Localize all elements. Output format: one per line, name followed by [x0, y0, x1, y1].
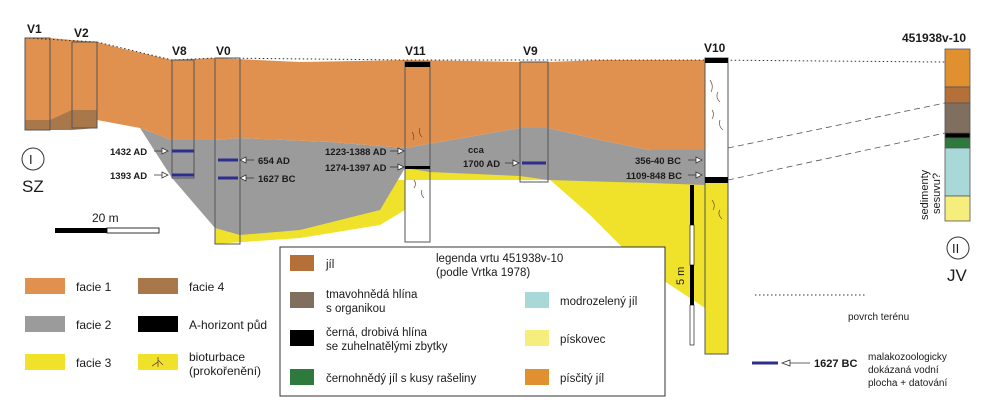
borehole-v0	[214, 57, 241, 245]
legend-ahorizon-label: A-horizont půd	[189, 318, 267, 332]
date-v10-lower: 1109-848 BC	[626, 171, 682, 182]
legend-ahorizon-swatch	[138, 316, 178, 332]
vertical-scale	[689, 185, 695, 346]
legend-box-title1: legenda vrtu 451938v-10	[436, 253, 563, 265]
legend-piskovec-swatch	[525, 330, 549, 346]
legend-piscity-label: písčitý jíl	[560, 373, 604, 385]
point-left-marker	[21, 147, 45, 171]
date-v10-upper: 356-40 BC	[635, 156, 681, 167]
facie2-fill	[140, 128, 705, 235]
surface-legend-label: povrch terénu	[848, 312, 909, 323]
facie1-fill	[25, 38, 705, 150]
mollusc-legend-arrow	[780, 359, 810, 367]
legend-tmav1-label: tmavohnědá hlína	[326, 289, 418, 301]
legend-cernohneda-label: černohnědý jíl s kusy rašeliny	[326, 373, 476, 385]
v11-lower-a-horizon	[405, 166, 430, 169]
legend-modro-swatch	[525, 292, 549, 308]
slide-label-2: sesuvu?	[931, 173, 943, 214]
legend-cerna-swatch	[290, 330, 314, 346]
date-v11-upper: 1223-1388 AD	[325, 147, 387, 158]
label-v1: V1	[27, 22, 42, 36]
date-v11-lower: 1274-1397 AD	[325, 163, 387, 174]
borehole-v2	[71, 41, 98, 129]
legend-facie2-swatch	[25, 316, 65, 332]
borehole-v1	[24, 37, 51, 131]
point-left-dir: SZ	[22, 177, 44, 196]
label-ref: 451938v-10	[902, 31, 966, 45]
point-right-symbol: II	[952, 241, 959, 256]
bioturbation-marks	[411, 79, 724, 220]
legend-bio2-label: (prokořenění)	[189, 364, 261, 378]
legend-jil-swatch	[290, 255, 314, 271]
mollusc-lines	[172, 149, 546, 180]
legend-box	[279, 246, 666, 397]
bioturbation-icon	[151, 357, 164, 367]
point-right-dir: JV	[947, 266, 968, 285]
legend-tmav-swatch	[290, 292, 314, 308]
ref-borehole	[944, 48, 971, 222]
date-v0-lower: 1627 BC	[258, 174, 296, 185]
mollusc-legend-3: plocha + datování	[868, 378, 947, 389]
legend-facie2-label: facie 2	[76, 318, 112, 332]
label-v2: V2	[74, 26, 89, 40]
correlation-lines	[727, 102, 946, 181]
label-v0: V0	[216, 44, 231, 58]
date-v9-line2: 1700 AD	[463, 159, 500, 170]
legend-facie3-swatch	[25, 354, 65, 370]
legend-cerna1-label: černá, drobivá hlína	[326, 327, 428, 339]
legend-modro-label: modrozelený jíl	[560, 296, 637, 308]
borehole-v8	[171, 59, 195, 179]
legend-facie1-swatch	[25, 278, 65, 294]
legend-facie1-label: facie 1	[76, 280, 112, 294]
facie4-fill	[25, 110, 97, 130]
legend-tmav2-label: s organikou	[326, 303, 385, 315]
v10-yellow-column	[704, 179, 729, 355]
legend-bio1-label: bioturbace	[189, 350, 245, 364]
legend-piskovec-label: pískovec	[560, 334, 606, 346]
legend-jil-label: jíl	[325, 259, 334, 271]
legend-cernohneda-swatch	[290, 369, 314, 385]
date-v0-upper: 654 AD	[258, 156, 290, 167]
date-v8-lower: 1393 AD	[110, 171, 147, 182]
date-v8-upper: 1432 AD	[110, 147, 147, 158]
point-right-marker	[946, 236, 970, 260]
legend-box-title2: (podle Vrtka 1978)	[436, 267, 530, 279]
legend-facie4-label: facie 4	[189, 280, 225, 294]
label-v11: V11	[405, 44, 426, 58]
legend-cerna2-label: se zuhelnatělými zbytky	[326, 341, 448, 353]
legend-facie4-swatch	[138, 278, 178, 294]
label-v9: V9	[523, 44, 538, 58]
legend-piscity-swatch	[525, 369, 549, 385]
v10-lower-a-horizon	[705, 177, 728, 183]
point-left-symbol: I	[29, 152, 33, 167]
date-arrows	[154, 147, 703, 182]
mollusc-legend-1: malakozoologicky	[868, 352, 947, 363]
date-v9-line1: cca	[468, 145, 485, 156]
borehole-v9	[519, 61, 549, 183]
horizontal-scale	[55, 227, 160, 234]
mollusc-legend-2: dokázaná vodní	[868, 365, 939, 376]
label-v8: V8	[172, 44, 187, 58]
legend-facie3-label: facie 3	[76, 356, 112, 370]
label-v10: V10	[704, 41, 726, 55]
v10-top-a-horizon	[705, 58, 728, 63]
mollusc-legend-date: 1627 BC	[814, 358, 857, 370]
slide-label-1: sedimenty	[919, 169, 931, 220]
v11-top-a-horizon	[405, 62, 430, 67]
scale-v-label: 5 m	[675, 267, 687, 285]
scale-h-label: 20 m	[92, 211, 119, 225]
